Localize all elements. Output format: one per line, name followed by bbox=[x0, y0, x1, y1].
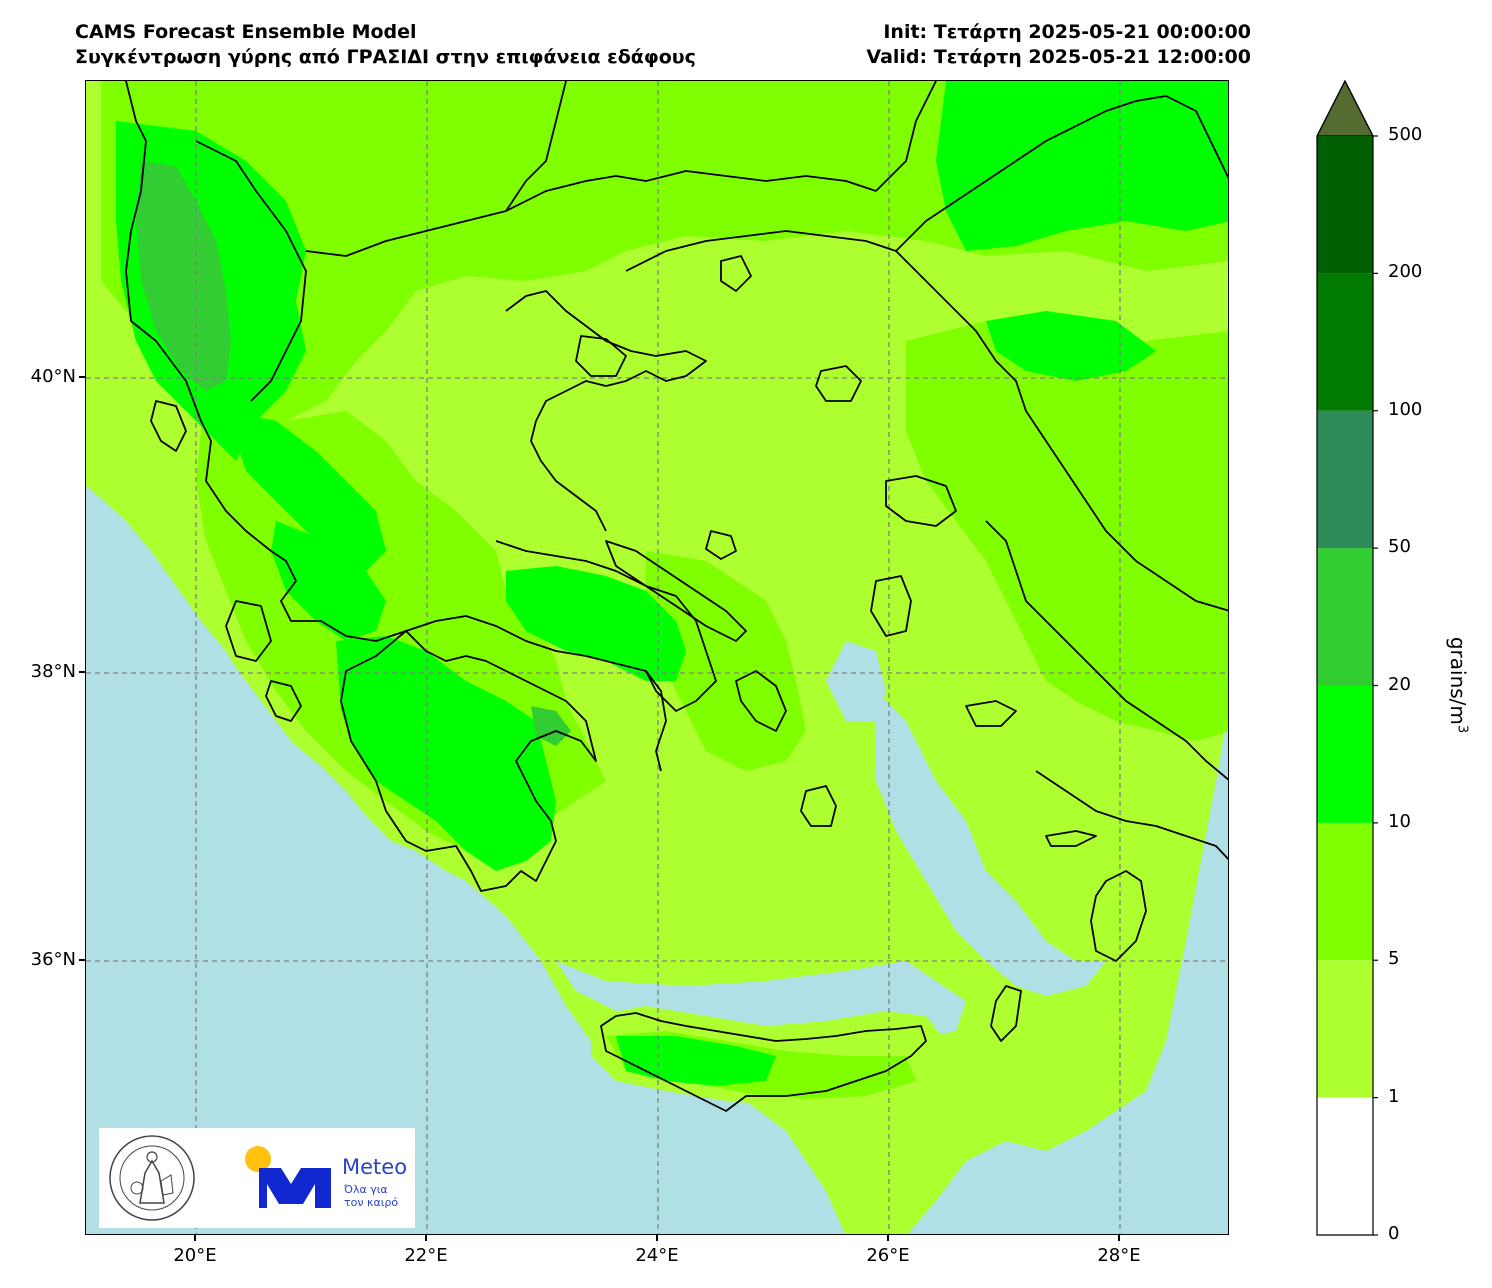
coast-turkey-north bbox=[895, 95, 1228, 252]
samos-outline bbox=[965, 700, 1017, 727]
colorbar-label: 5 bbox=[1388, 948, 1400, 970]
pollen-field-10-20-attica bbox=[506, 566, 686, 681]
colorbar-band bbox=[1317, 960, 1373, 1098]
chart-subtitle: Συγκέντρωση γύρης από ΓΡΑΣΙΔΙ στην επιφά… bbox=[75, 46, 696, 68]
colorbar-band bbox=[1317, 685, 1373, 823]
meteo-slogan-line1: Όλα για bbox=[344, 1183, 388, 1196]
pollen-field-20-50-small bbox=[531, 706, 571, 746]
pollen-field-10-20-central bbox=[271, 521, 386, 641]
colorbar-band bbox=[1317, 273, 1373, 411]
meteo-logo-icon bbox=[245, 1146, 331, 1208]
pollen-field-10-20-turkey bbox=[986, 311, 1156, 381]
coast-mainland-west bbox=[125, 81, 667, 772]
border-north bbox=[305, 170, 877, 257]
colorbar-title: grains/m3 bbox=[1446, 637, 1470, 733]
colorbar-label: 50 bbox=[1388, 536, 1411, 558]
colorbar-label: 10 bbox=[1388, 810, 1411, 832]
coast-peloponnese bbox=[340, 630, 597, 892]
colorbar-band bbox=[1317, 410, 1373, 549]
pollen-field-10-20-epirus bbox=[226, 411, 386, 571]
border-bulgaria-turkey bbox=[875, 81, 937, 192]
thasos-outline bbox=[720, 255, 752, 292]
pollen-field-5-10-east bbox=[906, 321, 1228, 741]
y-tick-mark bbox=[79, 376, 85, 378]
x-tick-mark bbox=[887, 1235, 889, 1241]
y-tick-mark bbox=[79, 671, 85, 673]
x-tick-28e: 28°E bbox=[1097, 1245, 1141, 1266]
coast-thrace bbox=[625, 230, 1228, 612]
x-tick-20e: 20°E bbox=[173, 1245, 217, 1266]
colorbar-ticks bbox=[1373, 135, 1378, 1236]
pollen-field-10-20-crete bbox=[616, 1036, 776, 1086]
colorbar-band bbox=[1317, 136, 1373, 274]
sea-east bbox=[876, 691, 1106, 996]
euboea-outline bbox=[605, 540, 747, 642]
colorbar-label: 200 bbox=[1388, 261, 1423, 283]
y-tick-38n: 38°N bbox=[30, 661, 76, 682]
colorbar-band bbox=[1317, 822, 1373, 961]
coast-turkey-aegean bbox=[985, 520, 1228, 781]
colorbar-title-text: grains/m bbox=[1446, 636, 1470, 725]
y-tick-40n: 40°N bbox=[30, 366, 76, 387]
meteo-brand: Meteo bbox=[342, 1155, 408, 1179]
kos-outline bbox=[1045, 830, 1097, 847]
coastlines bbox=[125, 81, 1228, 1112]
valid-time: Valid: Τετάρτη 2025-05-21 12:00:00 bbox=[866, 46, 1251, 68]
chios-outline bbox=[870, 575, 912, 637]
border-albania-greece bbox=[195, 140, 307, 402]
colorbar bbox=[1316, 80, 1378, 1236]
pollen-field-10-20-peloponnese bbox=[336, 636, 556, 871]
meteo-slogan: Όλα για τον καιρό bbox=[344, 1183, 398, 1209]
lake-outline bbox=[575, 335, 627, 377]
header-right: Init: Τετάρτη 2025-05-21 00:00:00 Valid:… bbox=[829, 20, 1251, 70]
zakynthos-outline bbox=[265, 680, 302, 722]
colorbar-band bbox=[1317, 548, 1373, 686]
x-tick-mark bbox=[425, 1235, 427, 1241]
colorbar-label: 100 bbox=[1388, 398, 1423, 420]
coast-turkey-south bbox=[1035, 770, 1228, 861]
observatory-seal-icon bbox=[109, 1135, 195, 1221]
coast-halkidiki bbox=[505, 290, 707, 532]
pollen-field-10-20-ne bbox=[936, 81, 1228, 251]
skyros-outline bbox=[705, 530, 737, 560]
x-tick-24e: 24°E bbox=[635, 1245, 679, 1266]
lesvos-outline bbox=[885, 475, 957, 527]
logo-panel: Meteo Όλα για τον καιρό bbox=[99, 1128, 415, 1228]
border-greece-bulgaria bbox=[505, 81, 567, 212]
pollen-map bbox=[86, 81, 1228, 1234]
chart-title: CAMS Forecast Ensemble Model bbox=[75, 21, 417, 43]
pollen-field-20-50 bbox=[136, 161, 231, 391]
colorbar-label: 500 bbox=[1388, 124, 1423, 145]
init-time: Init: Τετάρτη 2025-05-21 00:00:00 bbox=[883, 21, 1251, 43]
coast-attica bbox=[495, 540, 717, 712]
crete-outline bbox=[600, 1012, 927, 1112]
andros-outline bbox=[735, 670, 787, 732]
y-tick-36n: 36°N bbox=[30, 949, 76, 970]
map-panel: Meteo Όλα για τον καιρό bbox=[85, 80, 1229, 1235]
x-tick-mark bbox=[1118, 1235, 1120, 1241]
sea-aegean bbox=[826, 641, 886, 721]
meteo-slogan-line2: τον καιρό bbox=[344, 1196, 399, 1209]
x-tick-mark bbox=[194, 1235, 196, 1241]
colorbar-label: 20 bbox=[1388, 673, 1411, 695]
kefalonia-outline bbox=[225, 600, 272, 662]
pollen-field-5-10-aegean bbox=[646, 551, 806, 771]
colorbar-label: 0 bbox=[1388, 1223, 1400, 1244]
x-tick-26e: 26°E bbox=[866, 1245, 910, 1266]
colorbar-label: 1 bbox=[1388, 1085, 1400, 1107]
naxos-outline bbox=[800, 785, 837, 827]
x-tick-22e: 22°E bbox=[404, 1245, 448, 1266]
colorbar-band bbox=[1317, 1097, 1373, 1235]
x-tick-mark bbox=[656, 1235, 658, 1241]
colorbar-title-sup: 3 bbox=[1454, 724, 1470, 734]
rhodes-outline bbox=[1090, 870, 1147, 962]
colorbar-extend-arrow bbox=[1316, 80, 1374, 137]
lemnos-outline bbox=[815, 365, 862, 402]
colorbar-bands bbox=[1316, 80, 1374, 1236]
corfu-outline bbox=[150, 400, 187, 452]
y-tick-mark bbox=[79, 959, 85, 961]
karpathos-outline bbox=[990, 985, 1022, 1042]
header-left: CAMS Forecast Ensemble Model Συγκέντρωση… bbox=[75, 20, 696, 70]
gridlines bbox=[86, 81, 1228, 1234]
